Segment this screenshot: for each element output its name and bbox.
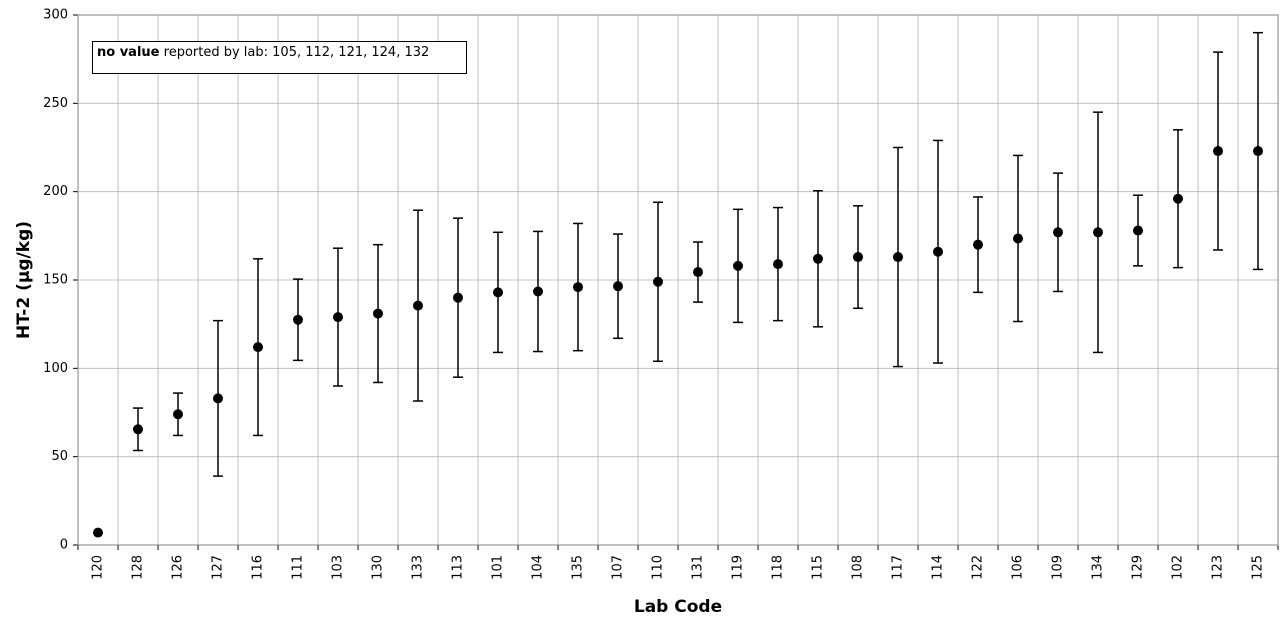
y-axis-label: HT-2 (µg/kg) — [14, 221, 34, 339]
point — [413, 300, 423, 311]
x-tick-label: 117 — [891, 555, 906, 580]
point — [453, 292, 463, 303]
x-tick-label: 107 — [611, 555, 626, 580]
point — [333, 312, 343, 323]
x-tick-label: 125 — [1251, 555, 1266, 580]
point — [613, 281, 623, 292]
point — [1173, 193, 1183, 204]
point — [93, 527, 103, 538]
point — [573, 282, 583, 293]
point — [1253, 146, 1263, 157]
x-tick-label: 108 — [851, 555, 866, 580]
x-tick-label: 103 — [331, 555, 346, 580]
point — [493, 287, 503, 298]
point — [213, 393, 223, 404]
annotation: no value reported by lab: 105, 112, 121,… — [92, 41, 467, 74]
x-tick-label: 122 — [971, 555, 986, 580]
point — [293, 314, 303, 325]
point — [253, 342, 263, 353]
x-tick-label: 115 — [811, 555, 826, 580]
x-tick-label: 104 — [531, 555, 546, 580]
x-tick-label: 109 — [1051, 555, 1066, 580]
y-tick-label: 250 — [43, 96, 68, 111]
x-tick-label: 130 — [371, 555, 386, 580]
x-tick-label: 116 — [251, 555, 266, 580]
x-tick-label: 111 — [291, 555, 306, 580]
x-tick-label: 134 — [1091, 555, 1106, 580]
x-tick-label: 110 — [651, 555, 666, 580]
x-tick-label: 113 — [451, 555, 466, 580]
x-tick-label: 135 — [571, 555, 586, 580]
x-tick-label: 123 — [1211, 555, 1226, 580]
x-tick-label: 127 — [211, 555, 226, 580]
point — [373, 308, 383, 319]
point — [933, 246, 943, 257]
point — [1013, 233, 1023, 244]
annotation-text: reported by lab: 105, 112, 121, 124, 132 — [163, 45, 430, 60]
point — [1213, 146, 1223, 157]
x-tick-label: 128 — [131, 555, 146, 580]
y-tick-label: 0 — [60, 538, 68, 553]
point — [653, 276, 663, 287]
x-tick-label: 101 — [491, 555, 506, 580]
y-tick-label: 100 — [43, 361, 68, 376]
point — [133, 424, 143, 435]
y-tick-label: 300 — [43, 8, 68, 23]
point — [733, 260, 743, 271]
x-tick-label: 102 — [1171, 555, 1186, 580]
point — [853, 252, 863, 263]
x-tick-label: 119 — [731, 555, 746, 580]
x-tick-label: 129 — [1131, 555, 1146, 580]
annotation-bold: no value — [97, 45, 160, 60]
plot-frame — [77, 14, 1279, 546]
point — [693, 267, 703, 278]
x-tick-label: 106 — [1011, 555, 1026, 580]
x-tick-label: 131 — [691, 555, 706, 580]
x-axis-label: Lab Code — [634, 597, 722, 617]
point — [533, 286, 543, 297]
point — [813, 253, 823, 264]
y-tick-label: 150 — [43, 273, 68, 288]
point — [893, 252, 903, 263]
x-tick-label: 133 — [411, 555, 426, 580]
x-tick-label: 114 — [931, 555, 946, 580]
x-tick-label: 118 — [771, 555, 786, 580]
point — [1133, 225, 1143, 236]
x-tick-label: 120 — [91, 555, 106, 580]
point — [973, 239, 983, 250]
y-tick-label: 50 — [51, 449, 68, 464]
point — [173, 409, 183, 420]
x-tick-label: 126 — [171, 555, 186, 580]
point — [773, 259, 783, 270]
y-tick-label: 200 — [43, 184, 68, 199]
point — [1093, 227, 1103, 238]
point — [1053, 227, 1063, 238]
